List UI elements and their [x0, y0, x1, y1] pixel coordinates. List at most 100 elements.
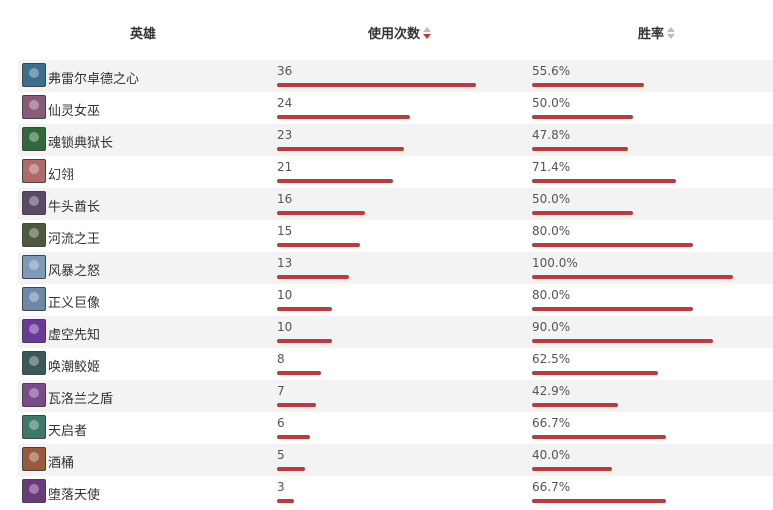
use-count-value: 8	[277, 352, 285, 366]
use-count-bar	[277, 403, 316, 407]
hero-name[interactable]: 酒桶	[48, 456, 75, 471]
hero-portrait-icon	[22, 223, 46, 247]
win-rate-value: 80.0%	[532, 224, 571, 238]
sort-desc-icon[interactable]	[423, 27, 432, 39]
table-row[interactable]: 弗雷尔卓德之心 36 55.6%	[18, 60, 773, 92]
hero-portrait-icon	[22, 95, 46, 119]
use-count-value: 3	[277, 480, 285, 494]
use-count-bar	[277, 307, 332, 311]
win-rate-value: 47.8%	[532, 128, 571, 142]
use-count-value: 16	[277, 192, 293, 206]
hero-portrait-icon	[22, 287, 46, 311]
hero-portrait-icon	[22, 127, 46, 151]
win-rate-bar	[532, 339, 713, 343]
table-row[interactable]: 唤潮鲛姬 8 62.5%	[18, 348, 773, 380]
use-count-bar	[277, 467, 305, 471]
hero-name[interactable]: 弗雷尔卓德之心	[48, 72, 140, 87]
hero-name[interactable]: 魂锁典狱长	[48, 136, 114, 151]
hero-table-body: 弗雷尔卓德之心 36 55.6% 仙灵女巫 24 50.0% 魂锁典狱长 23 47.8% 幻翎 2…	[18, 60, 773, 508]
table-row[interactable]: 幻翎 21 71.4%	[18, 156, 773, 188]
use-count-value: 15	[277, 224, 293, 238]
win-rate-bar	[532, 211, 633, 215]
hero-name[interactable]: 正义巨像	[48, 296, 101, 311]
hero-portrait-icon	[22, 383, 46, 407]
hero-name[interactable]: 堕落天使	[48, 488, 101, 503]
table-row[interactable]: 瓦洛兰之盾 7 42.9%	[18, 380, 773, 412]
win-rate-bar	[532, 307, 693, 311]
win-rate-value: 66.7%	[532, 480, 571, 494]
table-row[interactable]: 风暴之怒 13 100.0%	[18, 252, 773, 284]
hero-portrait-icon	[22, 63, 46, 87]
use-count-value: 10	[277, 288, 293, 302]
use-count-value: 21	[277, 160, 293, 174]
use-count-bar	[277, 211, 365, 215]
hero-name[interactable]: 虚空先知	[48, 328, 101, 343]
hero-name[interactable]: 幻翎	[48, 168, 75, 183]
win-rate-bar	[532, 243, 693, 247]
table-row[interactable]: 河流之王 15 80.0%	[18, 220, 773, 252]
win-rate-bar	[532, 83, 644, 87]
hero-portrait-icon	[22, 447, 46, 471]
win-rate-value: 42.9%	[532, 384, 571, 398]
use-count-value: 23	[277, 128, 293, 142]
use-count-bar	[277, 147, 404, 151]
table-row[interactable]: 堕落天使 3 66.7%	[18, 476, 773, 508]
table-header: 英雄 使用次数 胜率	[0, 0, 773, 60]
win-rate-column-header[interactable]: 胜率	[638, 23, 676, 42]
hero-name[interactable]: 天启者	[48, 424, 88, 439]
win-rate-bar	[532, 147, 628, 151]
hero-name[interactable]: 风暴之怒	[48, 264, 101, 279]
table-row[interactable]: 牛头酋长 16 50.0%	[18, 188, 773, 220]
win-rate-value: 90.0%	[532, 320, 571, 334]
use-count-bar	[277, 371, 321, 375]
use-count-bar	[277, 435, 310, 439]
win-rate-bar	[532, 403, 618, 407]
win-rate-value: 71.4%	[532, 160, 571, 174]
use-count-value: 13	[277, 256, 293, 270]
use-count-value: 10	[277, 320, 293, 334]
hero-portrait-icon	[22, 319, 46, 343]
win-rate-value: 40.0%	[532, 448, 571, 462]
table-row[interactable]: 正义巨像 10 80.0%	[18, 284, 773, 316]
win-rate-bar	[532, 371, 658, 375]
table-row[interactable]: 酒桶 5 40.0%	[18, 444, 773, 476]
hero-name[interactable]: 仙灵女巫	[48, 104, 101, 119]
hero-portrait-icon	[22, 255, 46, 279]
win-rate-value: 50.0%	[532, 96, 571, 110]
hero-name[interactable]: 瓦洛兰之盾	[48, 392, 114, 407]
win-rate-bar	[532, 467, 612, 471]
use-count-bar	[277, 499, 294, 503]
hero-portrait-icon	[22, 479, 46, 503]
win-rate-header-label: 胜率	[638, 27, 665, 42]
use-count-bar	[277, 339, 332, 343]
use-count-value: 5	[277, 448, 285, 462]
use-count-header-label: 使用次数	[368, 27, 421, 42]
table-row[interactable]: 虚空先知 10 90.0%	[18, 316, 773, 348]
win-rate-bar	[532, 115, 633, 119]
use-count-value: 7	[277, 384, 285, 398]
hero-name[interactable]: 唤潮鲛姬	[48, 360, 101, 375]
win-rate-value: 50.0%	[532, 192, 571, 206]
win-rate-value: 100.0%	[532, 256, 578, 270]
use-count-value: 24	[277, 96, 293, 110]
win-rate-value: 66.7%	[532, 416, 571, 430]
win-rate-value: 62.5%	[532, 352, 571, 366]
table-row[interactable]: 天启者 6 66.7%	[18, 412, 773, 444]
use-count-bar	[277, 115, 410, 119]
hero-portrait-icon	[22, 191, 46, 215]
use-count-column-header[interactable]: 使用次数	[368, 23, 432, 42]
hero-portrait-icon	[22, 415, 46, 439]
hero-portrait-icon	[22, 351, 46, 375]
hero-column-header: 英雄	[130, 27, 157, 42]
use-count-value: 36	[277, 64, 293, 78]
use-count-value: 6	[277, 416, 285, 430]
table-row[interactable]: 仙灵女巫 24 50.0%	[18, 92, 773, 124]
win-rate-value: 80.0%	[532, 288, 571, 302]
win-rate-bar	[532, 435, 666, 439]
use-count-bar	[277, 179, 393, 183]
hero-name[interactable]: 河流之王	[48, 232, 101, 247]
sort-icon[interactable]	[667, 27, 676, 39]
use-count-bar	[277, 83, 476, 87]
table-row[interactable]: 魂锁典狱长 23 47.8%	[18, 124, 773, 156]
hero-name[interactable]: 牛头酋长	[48, 200, 101, 215]
